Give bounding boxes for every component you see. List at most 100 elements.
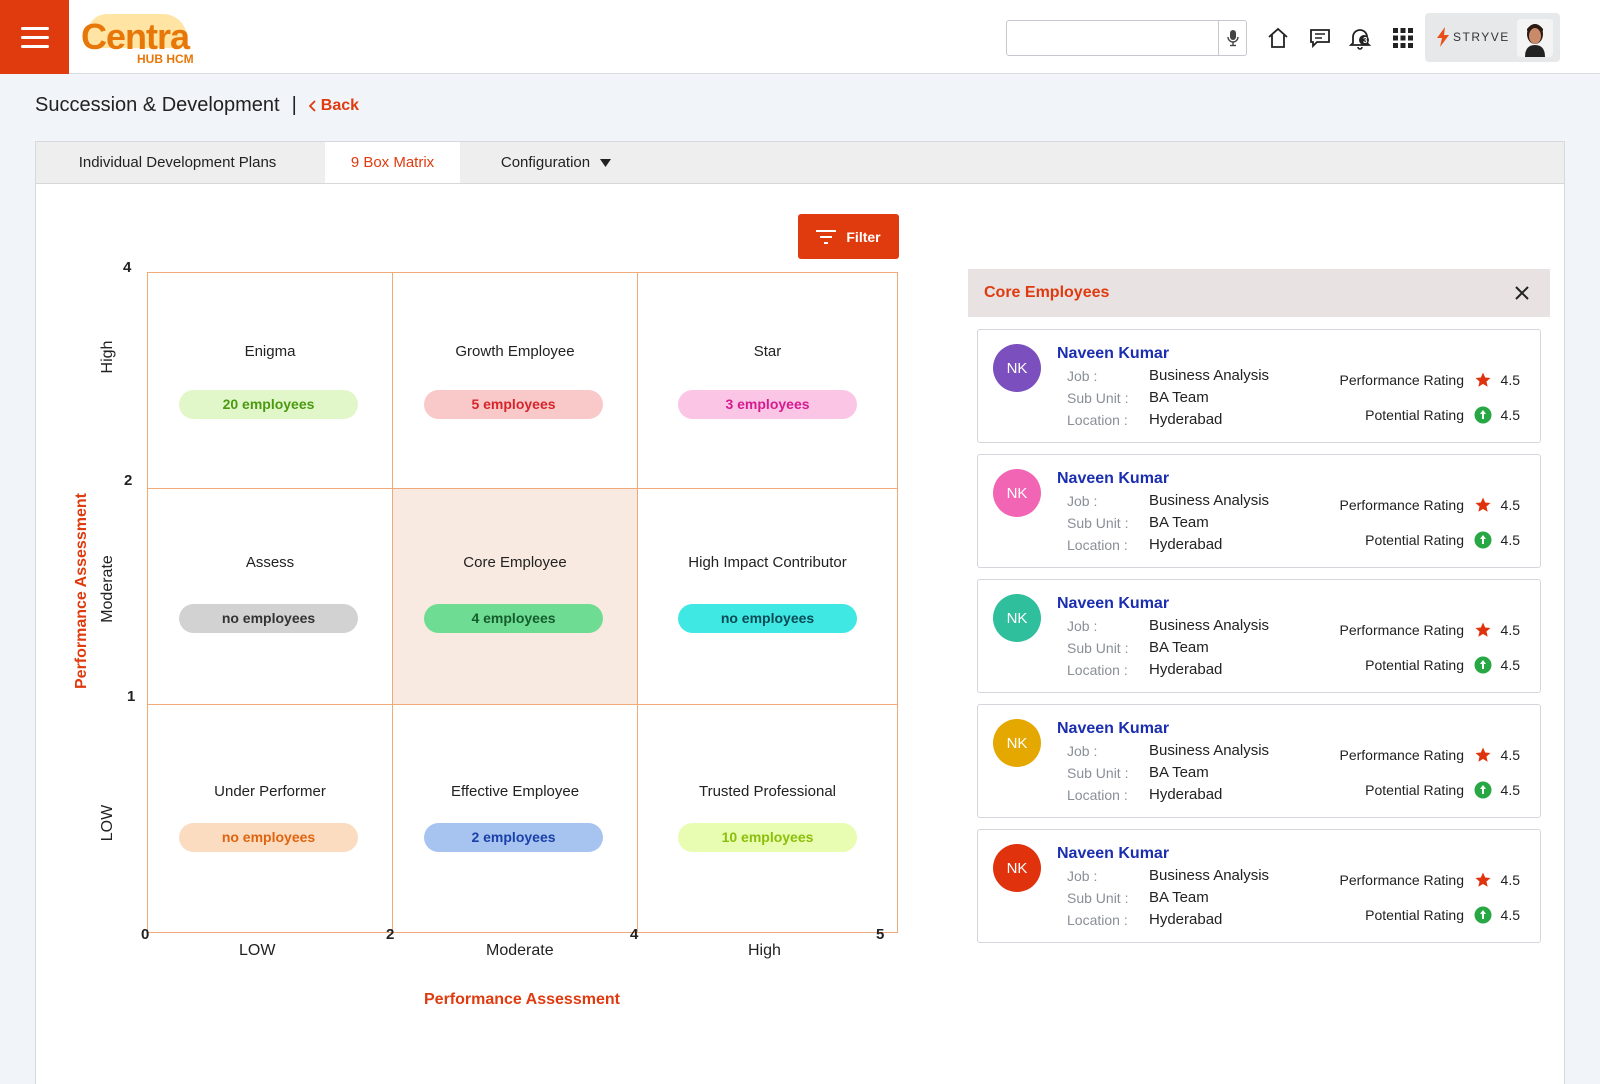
back-link[interactable]: Back	[308, 96, 360, 115]
tab-9-box-matrix[interactable]: 9 Box Matrix	[325, 142, 460, 183]
tab-individual-development-plans[interactable]: Individual Development Plans	[78, 154, 277, 171]
notification-bell-icon[interactable]: 3	[1346, 24, 1374, 52]
microphone-icon[interactable]	[1218, 21, 1246, 55]
performance-rating-value: 4.5	[1500, 497, 1520, 513]
cell-count-pill[interactable]: 20 employees	[179, 390, 358, 419]
job-value: Business Analysis	[1149, 617, 1270, 634]
employee-card[interactable]: NK Naveen Kumar Job : Business Analysis Sub …	[977, 579, 1541, 693]
star-icon	[1474, 746, 1492, 764]
sub-unit-label: Sub Unit :	[1067, 765, 1129, 781]
chat-icon[interactable]	[1306, 24, 1334, 52]
job-value: Business Analysis	[1149, 492, 1270, 509]
sub-unit-value: BA Team	[1149, 389, 1209, 406]
matrix-cell-under-performer[interactable]: Under Performer no employees	[148, 705, 393, 932]
employee-card[interactable]: NK Naveen Kumar Job : Business Analysis Sub …	[977, 329, 1541, 443]
notification-count: 3	[1363, 36, 1368, 45]
matrix-cell-core-employee[interactable]: Core Employee 4 employees	[393, 489, 638, 705]
location-label: Location :	[1067, 537, 1128, 553]
x-axis-title: Performance Assessment	[424, 991, 620, 1008]
potential-rating-value: 4.5	[1500, 532, 1520, 548]
employee-name-link[interactable]: Naveen Kumar	[1057, 595, 1170, 612]
breadcrumb: Succession & Development | Back	[35, 94, 359, 117]
matrix-cell-enigma[interactable]: Enigma 20 employees	[148, 273, 393, 489]
filter-icon	[816, 229, 837, 244]
y-axis-title: Performance Assessment	[73, 493, 90, 689]
matrix-cell-high-impact-contributor[interactable]: High Impact Contributor no employees	[638, 489, 897, 705]
star-icon	[1474, 496, 1492, 514]
y-tick: 1	[127, 688, 136, 705]
performance-rating-label: Performance Rating	[1339, 497, 1464, 513]
cell-count-pill[interactable]: 3 employees	[678, 390, 857, 419]
employee-avatar: NK	[993, 844, 1041, 892]
employee-card[interactable]: NK Naveen Kumar Job : Business Analysis Sub …	[977, 454, 1541, 568]
employee-name-link[interactable]: Naveen Kumar	[1057, 845, 1170, 862]
matrix-cell-growth-employee[interactable]: Growth Employee 5 employees	[393, 273, 638, 489]
job-label: Job :	[1067, 368, 1098, 384]
matrix-cell-trusted-professional[interactable]: Trusted Professional 10 employees	[638, 705, 897, 932]
performance-rating-label: Performance Rating	[1339, 747, 1464, 763]
cell-count-pill[interactable]: 4 employees	[424, 604, 603, 633]
tab-configuration[interactable]: Configuration	[487, 142, 625, 183]
location-value: Hyderabad	[1149, 536, 1223, 553]
chevron-left-icon	[308, 99, 316, 112]
employee-card[interactable]: NK Naveen Kumar Job : Business Analysis Sub …	[977, 829, 1541, 943]
brand-name: STRYVE	[1453, 30, 1510, 44]
cell-count-pill[interactable]: no employees	[678, 604, 857, 633]
potential-rating-label: Potential Rating	[1365, 782, 1464, 798]
job-label: Job :	[1067, 743, 1098, 759]
matrix-cell-assess[interactable]: Assess no employees	[148, 489, 393, 705]
performance-rating-value: 4.5	[1500, 372, 1520, 388]
close-icon[interactable]	[1510, 281, 1534, 305]
sub-unit-value: BA Team	[1149, 514, 1209, 531]
user-profile-button[interactable]: STRYVE	[1425, 13, 1560, 62]
job-label: Job :	[1067, 618, 1098, 634]
nine-box-matrix: Enigma 20 employees Growth Employee 5 em…	[147, 272, 898, 933]
potential-rating-value: 4.5	[1500, 907, 1520, 923]
home-icon[interactable]	[1264, 24, 1292, 52]
matrix-cell-effective-employee[interactable]: Effective Employee 2 employees	[393, 705, 638, 932]
star-icon	[1474, 621, 1492, 639]
y-band-low: LOW	[99, 804, 116, 842]
cell-count-pill[interactable]: 5 employees	[424, 390, 603, 419]
job-label: Job :	[1067, 493, 1098, 509]
cell-count-pill[interactable]: 2 employees	[424, 823, 603, 852]
employee-name-link[interactable]: Naveen Kumar	[1057, 470, 1170, 487]
app-logo[interactable]: Centra HUB HCM	[81, 10, 211, 66]
menu-icon[interactable]	[0, 0, 69, 74]
potential-rating-value: 4.5	[1500, 407, 1520, 423]
location-value: Hyderabad	[1149, 411, 1223, 428]
potential-rating-value: 4.5	[1500, 657, 1520, 673]
employee-name-link[interactable]: Naveen Kumar	[1057, 345, 1170, 362]
cell-count-pill[interactable]: 10 employees	[678, 823, 857, 852]
x-tick: 4	[630, 926, 639, 943]
cell-count-pill[interactable]: no employees	[179, 604, 358, 633]
job-value: Business Analysis	[1149, 742, 1270, 759]
potential-rating-label: Potential Rating	[1365, 532, 1464, 548]
potential-rating-label: Potential Rating	[1365, 657, 1464, 673]
location-value: Hyderabad	[1149, 786, 1223, 803]
location-label: Location :	[1067, 412, 1128, 428]
employee-name-link[interactable]: Naveen Kumar	[1057, 720, 1170, 737]
sub-unit-value: BA Team	[1149, 639, 1209, 656]
tab-bar: Individual Development Plans 9 Box Matri…	[36, 142, 1564, 184]
user-avatar	[1517, 19, 1553, 57]
potential-badge-icon	[1474, 531, 1492, 549]
search-input[interactable]	[1013, 25, 1213, 51]
sub-unit-label: Sub Unit :	[1067, 640, 1129, 656]
x-band-high: High	[748, 942, 781, 959]
cell-count-pill[interactable]: no employees	[179, 823, 358, 852]
breadcrumb-separator: |	[291, 94, 297, 116]
sub-unit-value: BA Team	[1149, 764, 1209, 781]
cell-title: Core Employee	[463, 554, 567, 571]
employee-card[interactable]: NK Naveen Kumar Job : Business Analysis Sub …	[977, 704, 1541, 818]
potential-badge-icon	[1474, 781, 1492, 799]
sub-unit-label: Sub Unit :	[1067, 890, 1129, 906]
apps-grid-icon[interactable]	[1389, 24, 1417, 52]
back-label: Back	[320, 96, 360, 114]
matrix-cell-star[interactable]: Star 3 employees	[638, 273, 897, 489]
filter-button[interactable]: Filter	[798, 214, 899, 259]
potential-badge-icon	[1474, 406, 1492, 424]
cell-title: Effective Employee	[450, 783, 580, 800]
job-label: Job :	[1067, 868, 1098, 884]
potential-badge-icon	[1474, 906, 1492, 924]
